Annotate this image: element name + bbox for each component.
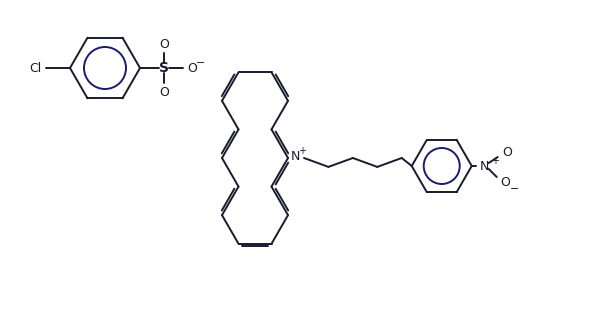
Text: O: O <box>502 146 513 158</box>
Text: O: O <box>187 61 197 74</box>
Text: +: + <box>298 146 306 156</box>
Text: O: O <box>159 38 169 50</box>
Text: O: O <box>159 85 169 99</box>
Text: Cl: Cl <box>30 61 42 74</box>
Text: S: S <box>159 61 169 75</box>
Text: N: N <box>480 160 490 172</box>
Text: −: − <box>510 184 519 194</box>
Text: O: O <box>501 177 510 189</box>
Text: N: N <box>291 150 300 162</box>
Text: −: − <box>196 58 206 68</box>
Text: +: + <box>491 156 499 166</box>
